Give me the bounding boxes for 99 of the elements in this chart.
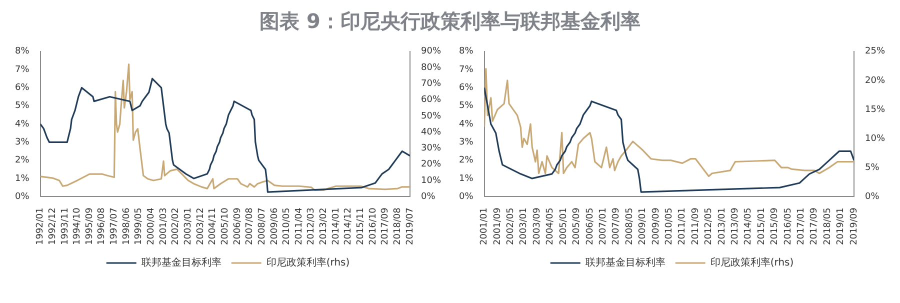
- x-tick-label: 2000/04: [146, 207, 157, 245]
- y2-tick-label: 10%: [864, 134, 886, 144]
- x-tick-label: 2001/01: [480, 208, 490, 245]
- x-tick-label: 2019/07: [405, 208, 416, 245]
- y-tick-label: 3%: [458, 138, 474, 148]
- x-tick-label: 2004/11: [208, 208, 218, 245]
- x-tick-label: 2018/05: [822, 208, 833, 245]
- x-tick-label: 2013/01: [717, 208, 728, 245]
- y2-tick-label: 40%: [420, 127, 442, 138]
- x-tick-label: 2006/05: [585, 208, 596, 245]
- y2-tick-label: 90%: [420, 46, 442, 57]
- y-tick-label: 2%: [14, 156, 30, 166]
- x-tick-label: 1996/08: [97, 207, 108, 245]
- y2-tick-label: 0%: [420, 192, 436, 202]
- x-tick-label: 2005/10: [220, 207, 230, 245]
- x-tick-label: 1992/01: [36, 208, 46, 245]
- y-tick-label: 6%: [14, 83, 30, 94]
- x-tick-label: 2003/01: [184, 208, 194, 245]
- x-tick-label: 2019/09: [849, 207, 860, 245]
- x-tick-label: 2008/07: [257, 208, 268, 245]
- x-tick-label: 2015/09: [770, 207, 780, 245]
- x-tick-label: 2010/05: [664, 208, 674, 245]
- y-tick-label: 2%: [458, 156, 474, 166]
- x-tick-label: 2009/09: [651, 207, 662, 245]
- y2-tick-label: 15%: [864, 104, 886, 115]
- x-tick-label: 2009/01: [638, 208, 648, 245]
- y-tick-label: 0%: [14, 192, 30, 202]
- y-tick-label: 7%: [14, 64, 30, 75]
- x-tick-label: 2009/06: [270, 207, 280, 245]
- x-tick-label: 2014/05: [744, 208, 754, 245]
- x-tick-label: 2015/01: [756, 208, 767, 245]
- y2-tick-label: 25%: [864, 46, 886, 57]
- y2-tick-label: 70%: [420, 79, 442, 90]
- y2-tick-label: 60%: [420, 95, 442, 106]
- x-tick-label: 2003/01: [519, 208, 530, 245]
- y2-tick-label: 5%: [864, 162, 880, 173]
- x-tick-label: 2001/09: [492, 207, 503, 245]
- x-tick-label: 2017/09: [380, 207, 391, 245]
- legend-label: 印尼政策利率(rhs): [266, 256, 350, 269]
- x-tick-label: 1994/10: [72, 207, 83, 245]
- y-tick-label: 4%: [14, 119, 30, 130]
- x-tick-label: 2013/02: [319, 208, 330, 245]
- x-tick-label: 2011/09: [690, 207, 701, 245]
- x-tick-label: 2013/09: [730, 207, 740, 245]
- y2-tick-label: 30%: [420, 144, 442, 154]
- y-tick-label: 8%: [14, 46, 30, 57]
- x-tick-label: 2012/05: [704, 208, 714, 245]
- y2-tick-label: 50%: [420, 111, 442, 122]
- x-tick-label: 2016/05: [783, 208, 794, 245]
- x-tick-label: 2007/01: [598, 208, 608, 245]
- y-tick-label: 8%: [458, 46, 474, 57]
- x-tick-label: 1992/12: [48, 208, 58, 245]
- x-tick-label: 2003/09: [532, 207, 542, 245]
- y-tick-label: 4%: [458, 119, 474, 130]
- y2-tick-label: 20%: [420, 160, 442, 170]
- x-tick-label: 2015/11: [356, 208, 366, 245]
- x-tick-label: 2011/04: [294, 207, 304, 245]
- x-tick-label: 1997/07: [110, 208, 120, 245]
- x-tick-label: 2017/01: [796, 208, 807, 245]
- x-tick-label: 2017/09: [810, 207, 820, 245]
- y2-tick-label: 20%: [864, 76, 886, 86]
- y2-tick-label: 0%: [864, 192, 880, 202]
- y-tick-label: 5%: [458, 101, 474, 112]
- legend-label: 联邦基金目标利率: [141, 256, 222, 269]
- x-tick-label: 1995/09: [84, 207, 95, 245]
- x-tick-label: 2012/03: [306, 208, 317, 245]
- x-tick-label: 2001/03: [158, 208, 169, 245]
- x-tick-label: 2016/10: [368, 207, 378, 245]
- x-tick-label: 2004/05: [546, 208, 556, 245]
- x-tick-label: 2018/08: [393, 207, 404, 245]
- y-tick-label: 1%: [458, 174, 474, 184]
- y-tick-label: 7%: [458, 64, 474, 75]
- y-tick-label: 5%: [14, 101, 30, 112]
- y-tick-label: 3%: [14, 138, 30, 148]
- y-tick-label: 0%: [458, 192, 474, 202]
- x-tick-label: 2006/09: [232, 207, 243, 245]
- y-tick-label: 1%: [14, 174, 30, 184]
- x-tick-label: 1993/11: [60, 208, 70, 245]
- x-tick-label: 1998/06: [122, 207, 132, 245]
- legend-label: 联邦基金目标利率: [585, 256, 666, 269]
- x-tick-label: 2007/09: [612, 207, 622, 245]
- x-tick-label: 2008/05: [624, 208, 635, 245]
- chart-title: 图表 9：印尼央行政策利率与联邦基金利率: [258, 8, 642, 35]
- legend-label: 印尼政策利率(rhs): [710, 256, 794, 269]
- x-tick-label: 2014/12: [344, 208, 354, 245]
- x-tick-label: 2014/01: [331, 208, 342, 245]
- y-tick-label: 6%: [458, 83, 474, 94]
- x-tick-label: 2007/08: [245, 207, 256, 245]
- x-tick-label: 2005/09: [572, 207, 582, 245]
- y2-tick-label: 10%: [420, 176, 442, 186]
- x-tick-label: 2002/05: [506, 208, 516, 245]
- x-tick-label: 2011/01: [678, 208, 688, 245]
- y2-tick-label: 80%: [420, 62, 442, 73]
- x-tick-label: 2010/05: [282, 208, 292, 245]
- x-tick-label: 2005/01: [558, 208, 569, 245]
- x-tick-label: 2019/01: [836, 208, 846, 245]
- x-tick-label: 2003/12: [196, 208, 206, 245]
- x-tick-label: 2002/02: [171, 208, 182, 245]
- x-tick-label: 1999/05: [134, 208, 144, 245]
